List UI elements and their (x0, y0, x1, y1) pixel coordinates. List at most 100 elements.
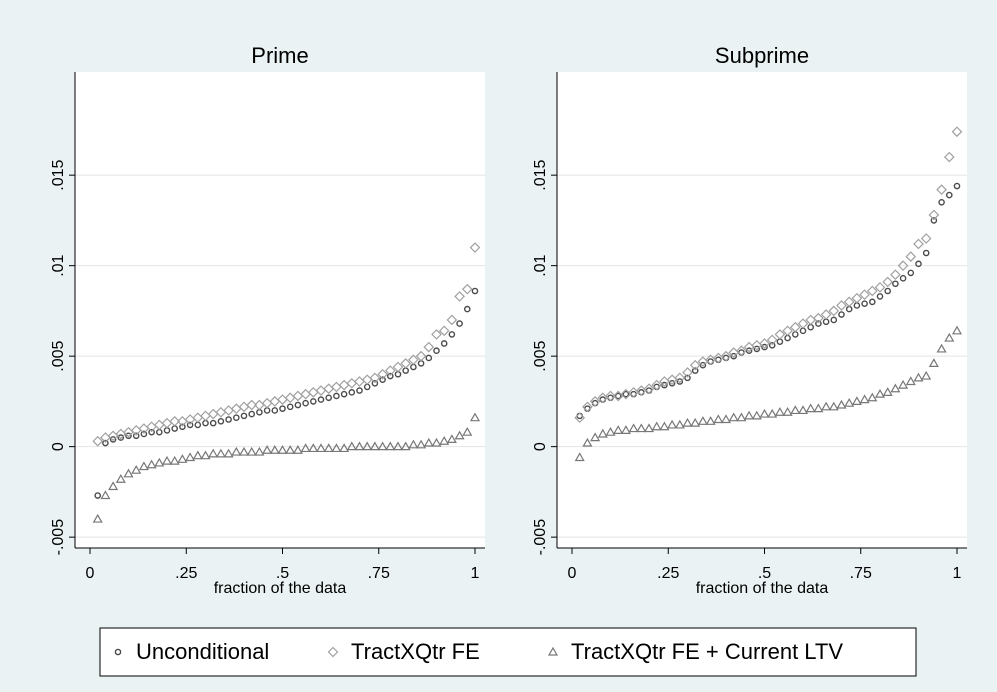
point (233, 414, 240, 421)
point (815, 320, 822, 327)
point (425, 354, 433, 362)
point (400, 441, 411, 451)
point (333, 392, 340, 400)
point (131, 464, 142, 474)
point (836, 399, 847, 409)
x-tick-label: .25 (657, 565, 679, 582)
point (161, 455, 173, 465)
point (238, 446, 250, 456)
point (92, 513, 103, 523)
point (790, 405, 801, 415)
point (713, 414, 724, 424)
point (340, 390, 348, 398)
point (179, 423, 186, 431)
point (766, 334, 778, 346)
point (851, 396, 862, 405)
point (217, 418, 225, 425)
point (861, 300, 868, 307)
point (200, 450, 211, 460)
point (851, 292, 863, 304)
point (100, 490, 111, 500)
point (431, 329, 442, 340)
point (636, 423, 647, 433)
point (813, 403, 824, 413)
point (300, 443, 311, 453)
y-tick-label: -.005 (532, 519, 549, 556)
y-tick-label: .01 (50, 254, 67, 276)
legend-marker (114, 648, 122, 656)
panel-title: Prime (251, 43, 308, 68)
x-tick-label: .75 (368, 565, 390, 582)
point (294, 401, 302, 409)
point (439, 436, 450, 445)
point (302, 399, 309, 407)
point (805, 403, 816, 413)
point (936, 343, 947, 353)
point (423, 341, 435, 353)
point (108, 481, 119, 491)
point (736, 412, 747, 422)
x-tick-label: 1 (471, 565, 480, 582)
point (759, 408, 770, 418)
point (246, 399, 258, 411)
point (884, 287, 891, 295)
point (828, 305, 840, 317)
point (689, 359, 701, 371)
point (308, 443, 319, 453)
point (674, 419, 685, 429)
x-axis-label: fraction of the data (214, 580, 347, 597)
point (94, 492, 102, 499)
point (899, 275, 907, 282)
point (115, 474, 126, 483)
point (148, 428, 155, 436)
point (628, 423, 639, 433)
point (945, 191, 953, 199)
point (431, 437, 442, 447)
point (463, 305, 471, 313)
point (279, 405, 286, 412)
point (821, 401, 832, 411)
point (922, 249, 930, 257)
point (448, 331, 456, 338)
point (109, 436, 117, 443)
point (691, 367, 699, 374)
point (574, 412, 586, 424)
point (921, 370, 932, 380)
point (690, 417, 701, 427)
point (371, 380, 379, 387)
point (223, 448, 234, 458)
point (471, 287, 479, 295)
point (882, 276, 894, 288)
point (209, 419, 217, 427)
point (384, 365, 396, 376)
panel-title: Subprime (715, 43, 809, 68)
point (928, 209, 940, 221)
point (208, 448, 219, 458)
y-tick-label: .015 (532, 159, 549, 190)
y-tick-label: .015 (50, 159, 67, 190)
point (915, 260, 922, 268)
point (102, 439, 109, 447)
point (761, 343, 768, 351)
point (362, 441, 373, 451)
point (277, 445, 288, 454)
point (830, 316, 838, 324)
point (379, 376, 386, 383)
point (123, 468, 134, 478)
point (240, 412, 248, 420)
point (907, 269, 915, 277)
point (813, 312, 824, 324)
point (346, 441, 357, 451)
y-tick-label: -.005 (50, 519, 67, 556)
point (446, 434, 457, 444)
point (356, 387, 363, 394)
x-tick-label: 0 (568, 565, 577, 582)
point (622, 390, 630, 398)
point (951, 325, 963, 335)
y-tick-label: 0 (532, 442, 549, 451)
point (930, 217, 938, 224)
point (890, 269, 901, 281)
point (867, 392, 878, 402)
point (782, 325, 793, 337)
point (868, 298, 876, 306)
